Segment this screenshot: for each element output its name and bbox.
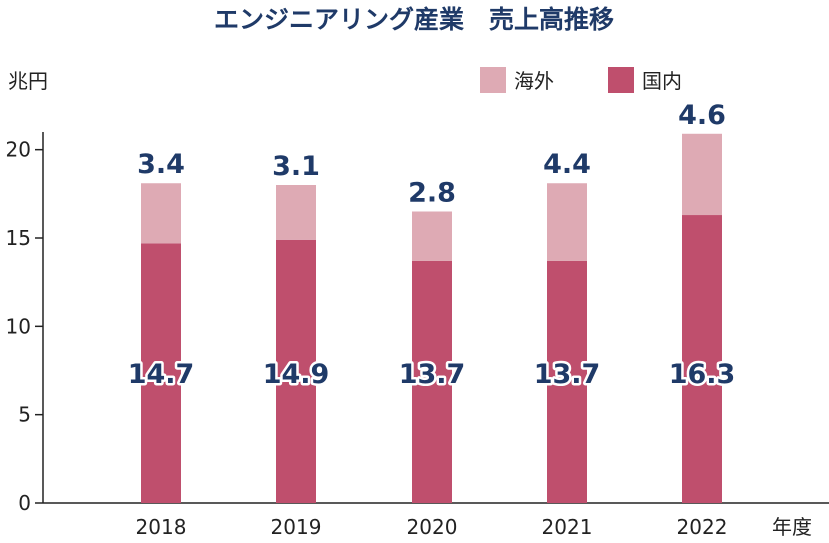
bar-overseas [276,185,316,240]
legend-swatch-overseas [480,67,506,93]
y-tick-label: 0 [18,491,31,515]
bar-overseas [141,183,181,244]
data-label-overseas: 3.1 [272,151,320,182]
legend-swatch-domestic [608,67,634,93]
x-axis-label: 年度 [772,515,812,539]
y-tick-label: 20 [6,138,31,162]
bar-overseas [547,183,587,261]
x-tick-label: 2021 [542,515,593,539]
y-tick-label: 15 [6,226,31,250]
y-tick-label: 5 [18,403,31,427]
bar-domestic [141,243,181,504]
x-tick-label: 2019 [271,515,322,539]
data-label-overseas: 4.6 [678,100,726,131]
y-axis-label: 兆円 [8,69,48,93]
data-label-domestic: 13.7 [399,359,466,390]
bar-overseas [412,211,452,261]
data-label-domestic: 14.7 [128,359,195,390]
x-tick-label: 2020 [407,515,458,539]
x-tick-label: 2022 [677,515,728,539]
bar-domestic [276,239,316,503]
bar-domestic [682,215,722,504]
data-label-domestic: 14.9 [263,359,330,390]
data-label-overseas: 2.8 [408,178,456,209]
bar-domestic [547,260,587,503]
legend: 海外 国内 [480,67,682,93]
bar-overseas [682,133,722,216]
data-label-domestic: 16.3 [669,359,736,390]
data-label-domestic: 13.7 [534,359,601,390]
legend-label-domestic: 国内 [642,69,682,93]
chart-title: エンジニアリング産業 売上高推移 [214,5,614,34]
x-tick-label: 2018 [136,515,187,539]
data-label-overseas: 4.4 [543,149,591,180]
y-tick-label: 10 [6,314,31,338]
data-label-overseas: 3.4 [137,149,185,180]
legend-label-overseas: 海外 [514,69,554,93]
bar-domestic [412,260,452,503]
